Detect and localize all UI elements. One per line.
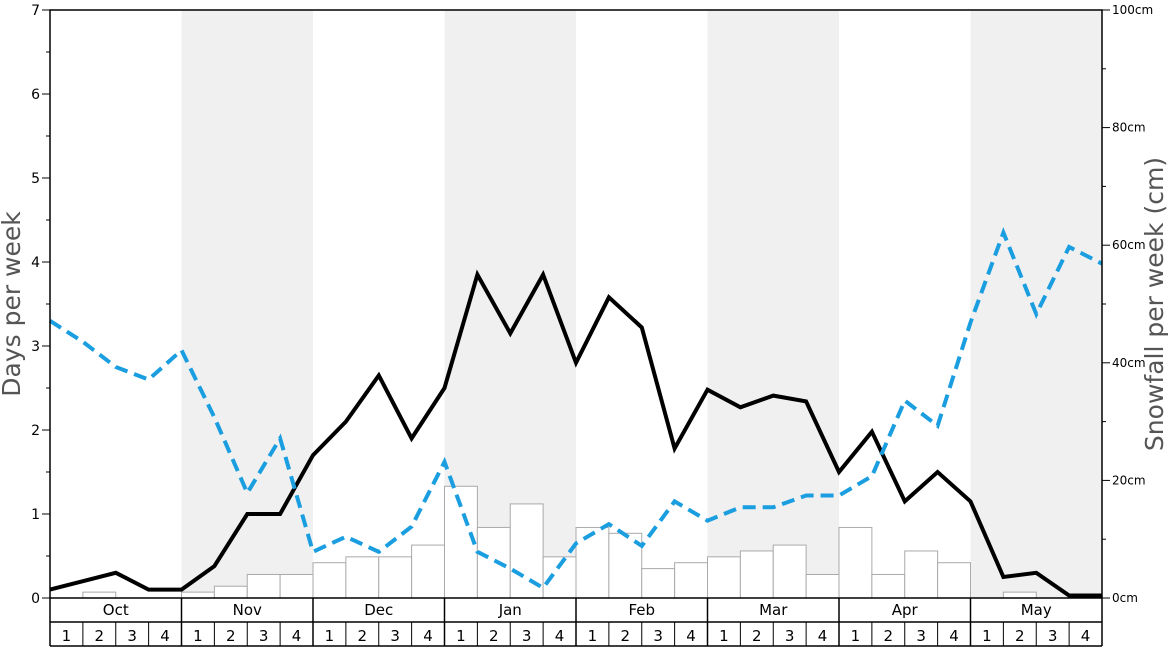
month-shade (970, 10, 1102, 598)
right-tick-label: 100cm (1112, 3, 1153, 17)
week-label: 3 (653, 627, 663, 645)
month-label: Dec (364, 601, 393, 619)
snowfall-bar (279, 573, 314, 599)
right-tick-label: 20cm (1112, 473, 1146, 487)
week-label: 1 (193, 627, 203, 645)
week-axis: 1 2 3 4 1 2 3 4 1 2 3 4 1 2 3 4 1 2 3 4 1 2 3 4 1 2 3 4 1 2 3 4 (50, 621, 1102, 647)
snowfall-bar (575, 526, 610, 599)
week-label: 4 (292, 627, 302, 645)
snowfall-bar (772, 544, 807, 599)
right-axis-label: Snowfall per week (cm) (1140, 157, 1168, 451)
snowfall-bar (805, 573, 840, 599)
snowfall-bar (378, 556, 413, 599)
snowfall-bar (1002, 591, 1037, 599)
snowfall-bar (739, 550, 774, 599)
snowfall-bar (312, 562, 347, 599)
week-label: 1 (588, 627, 598, 645)
week-label: 3 (259, 627, 269, 645)
week-label: 4 (555, 627, 565, 645)
snowfall-bar (904, 550, 939, 599)
left-tick-label: 5 (31, 171, 40, 187)
month-shade (707, 10, 839, 598)
left-tick-label: 2 (31, 423, 40, 439)
dashed-day-line (48, 227, 1103, 591)
week-label: 2 (884, 627, 894, 645)
snowfall-bar (608, 532, 643, 599)
week-label: 1 (62, 627, 72, 645)
week-label: 4 (423, 627, 433, 645)
month-label: Mar (759, 601, 788, 619)
month-label: Jan (498, 601, 522, 619)
week-label: 3 (127, 627, 137, 645)
left-tick-label: 6 (31, 87, 40, 103)
left-tick-label: 4 (31, 255, 40, 271)
day-lines (48, 227, 1103, 598)
right-tick-label: 60cm (1112, 238, 1146, 252)
snowfall-bar (838, 526, 873, 599)
snowfall-bar (476, 526, 511, 599)
week-label: 2 (752, 627, 762, 645)
left-tick-label: 1 (31, 507, 40, 523)
week-label: 3 (522, 627, 532, 645)
week-label: 4 (1081, 627, 1091, 645)
snowfall-bar (181, 591, 215, 599)
week-label: 3 (785, 627, 795, 645)
left-tick-label: 3 (31, 339, 40, 355)
snowfall-bar (871, 573, 906, 599)
week-label: 1 (456, 627, 466, 645)
solid-day-line (49, 269, 1102, 598)
snowfall-bar (213, 585, 248, 599)
snowfall-bars (82, 485, 1037, 599)
snowfall-bar (411, 544, 445, 599)
snowfall-bar (345, 556, 380, 599)
right-tick-label: 0cm (1112, 591, 1138, 605)
right-tick-label: 80cm (1112, 121, 1146, 135)
week-label: 3 (1048, 627, 1058, 645)
week-label: 1 (851, 627, 861, 645)
week-label: 4 (686, 627, 696, 645)
week-label: 1 (982, 627, 992, 645)
month-label: Oct (103, 601, 129, 619)
snowfall-bar (937, 562, 971, 599)
left-tick-label: 7 (31, 3, 40, 19)
month-label: Nov (233, 601, 262, 619)
week-label: 2 (621, 627, 631, 645)
month-label: Feb (628, 601, 655, 619)
week-label: 4 (818, 627, 828, 645)
week-label: 4 (949, 627, 959, 645)
week-label: 2 (95, 627, 105, 645)
week-label: 4 (160, 627, 170, 645)
left-axis-label: Days per week (0, 211, 26, 397)
month-label: Apr (892, 601, 919, 619)
week-label: 1 (719, 627, 729, 645)
week-label: 1 (325, 627, 335, 645)
left-tick-label: 0 (31, 591, 40, 607)
snowfall-bar (509, 503, 544, 599)
snowfall-bar (82, 591, 117, 599)
week-label: 3 (916, 627, 926, 645)
week-label: 2 (358, 627, 368, 645)
right-axis: 0cm 20cm 40cm 60cm 80cm 100cm (1102, 3, 1153, 605)
left-axis: 0 1 2 3 4 5 6 7 (31, 3, 50, 607)
month-shade (181, 10, 313, 598)
month-shading (181, 10, 1102, 598)
month-label: May (1021, 601, 1052, 619)
right-tick-label: 40cm (1112, 356, 1146, 370)
snowfall-bar (674, 562, 708, 599)
week-label: 2 (226, 627, 236, 645)
week-label: 3 (390, 627, 400, 645)
week-label: 2 (1015, 627, 1025, 645)
snowfall-bar (246, 573, 281, 599)
week-label: 2 (489, 627, 499, 645)
snowfall-bar (641, 568, 676, 599)
snowfall-bar (707, 556, 741, 599)
